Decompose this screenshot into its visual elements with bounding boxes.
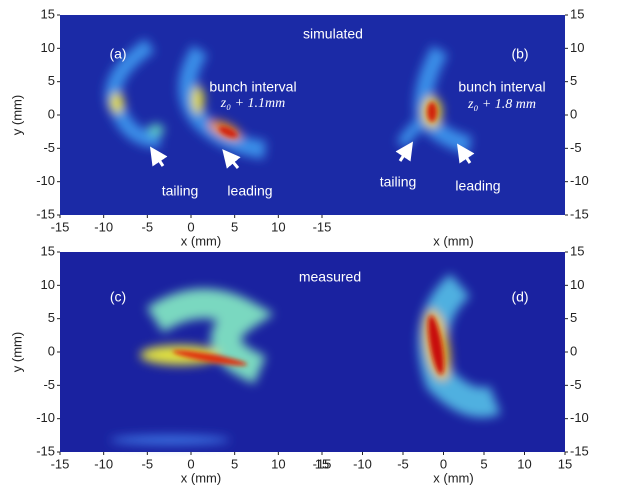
annotation: measured	[299, 269, 361, 285]
x-tick-label: -10	[94, 456, 113, 471]
panel-label: (b)	[511, 46, 528, 62]
y-tick-label: 0	[570, 106, 577, 121]
annotation: tailing	[162, 183, 199, 199]
y-tick-label: -15	[36, 206, 55, 221]
y-tick-label: -10	[36, 410, 55, 425]
y-tick-label: 5	[48, 73, 55, 88]
y-tick-label: -10	[36, 173, 55, 188]
y-tick-label: 15	[570, 6, 584, 21]
y-tick-label: -5	[570, 377, 582, 392]
panel-label: (a)	[109, 46, 126, 62]
y-tick-label: -15	[570, 206, 589, 221]
x-tick-label: -15	[51, 219, 70, 234]
x-tick-label: 5	[231, 219, 238, 234]
panel-label: (c)	[110, 289, 126, 305]
x-axis-label: x (mm)	[433, 233, 473, 248]
x-axis-label: x (mm)	[433, 470, 473, 485]
y-tick-label: -10	[570, 173, 589, 188]
panel-label: (d)	[511, 289, 528, 305]
y-tick-label: 0	[570, 343, 577, 358]
y-tick-label: -5	[570, 140, 582, 155]
x-axis-label: x (mm)	[181, 233, 221, 248]
y-axis-label: y (mm)	[9, 332, 24, 372]
y-tick-label: 5	[570, 310, 577, 325]
annotation: leading	[227, 183, 272, 199]
y-tick-label: 5	[48, 310, 55, 325]
y-tick-label: -5	[43, 377, 55, 392]
x-tick-label: 10	[271, 456, 285, 471]
annotation: tailing	[380, 174, 417, 190]
x-tick-label: 10	[517, 456, 531, 471]
x-tick-label: -15	[313, 456, 332, 471]
annotation: simulated	[303, 26, 363, 42]
x-tick-label: -15	[51, 456, 70, 471]
y-tick-label: 15	[41, 6, 55, 21]
x-tick-label: 0	[440, 456, 447, 471]
y-tick-label: -5	[43, 140, 55, 155]
x-tick-label: 5	[480, 456, 487, 471]
x-tick-label: -5	[142, 456, 154, 471]
y-tick-label: 10	[41, 40, 55, 55]
x-tick-label: 5	[231, 456, 238, 471]
x-axis-label: x (mm)	[181, 470, 221, 485]
y-tick-label: 10	[570, 40, 584, 55]
x-tick-label: -10	[353, 456, 372, 471]
y-tick-label: 0	[48, 343, 55, 358]
y-tick-label: -15	[36, 443, 55, 458]
annotation: bunch interval	[458, 79, 545, 95]
annotation: z₀ + 1.1mm	[220, 96, 285, 111]
annotation: z₀ + 1.8 mm	[467, 97, 536, 112]
x-tick-label: -5	[397, 456, 409, 471]
y-tick-label: 0	[48, 106, 55, 121]
y-axis-label: y (mm)	[9, 95, 24, 135]
x-tick-label: -5	[142, 219, 154, 234]
x-tick-label: 0	[187, 219, 194, 234]
x-tick-label: 0	[187, 456, 194, 471]
y-tick-label: 15	[570, 243, 584, 258]
x-tick-label: -10	[94, 219, 113, 234]
x-tick-label: 10	[271, 219, 285, 234]
y-tick-label: 5	[570, 73, 577, 88]
annotation: leading	[455, 178, 500, 194]
figure: -15 -10 -5 0 5 10 -15 -10 -5 0 5 10 15 x (mm) y (mm) (a…	[0, 0, 623, 487]
x-tick-label: -15	[313, 219, 332, 234]
y-tick-label: 10	[570, 277, 584, 292]
y-tick-label: 10	[41, 277, 55, 292]
y-tick-label: -15	[570, 443, 589, 458]
annotation: bunch interval	[209, 79, 296, 95]
y-tick-label: -10	[570, 410, 589, 425]
x-tick-label: 15	[558, 456, 572, 471]
y-tick-label: 15	[41, 243, 55, 258]
